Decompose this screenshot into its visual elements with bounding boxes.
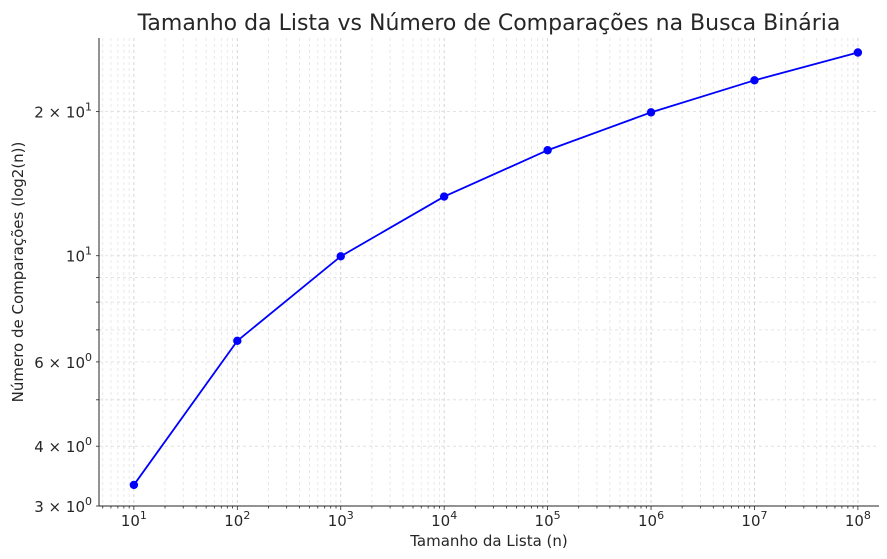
data-point: [543, 146, 552, 155]
x-tick-label: 104: [431, 509, 457, 530]
axes: [98, 38, 879, 507]
chart-title: Tamanho da Lista vs Número de Comparaçõe…: [137, 11, 841, 36]
data-point: [646, 108, 656, 117]
data-point: [129, 480, 139, 490]
y-tick-label: 2 × 101: [34, 101, 92, 122]
data-point: [336, 252, 345, 261]
y-tick-label: 6 × 100: [34, 351, 92, 372]
x-tick-label: 108: [845, 509, 871, 530]
data-point: [439, 192, 449, 201]
series-line: [133, 51, 859, 486]
y-axis-label: Número de Comparações (log2(n)): [9, 142, 27, 403]
ticks: 101 102 103 104 105 106 107 108 3 × 100 4 × 100 6 …: [34, 101, 871, 530]
data-point: [853, 48, 863, 57]
x-tick-label: 102: [224, 509, 250, 530]
x-tick-label: 103: [328, 509, 354, 530]
x-tick-label: 107: [741, 509, 767, 530]
data-point: [750, 76, 759, 85]
x-axis-label: Tamanho da Lista (n): [409, 532, 568, 550]
data-point: [233, 336, 242, 346]
x-tick-label: 105: [535, 509, 561, 530]
series: [129, 48, 863, 490]
grid: [99, 38, 879, 507]
x-tick-label: 101: [121, 509, 147, 530]
y-tick-label: 4 × 100: [34, 435, 92, 456]
x-tick-label: 106: [638, 509, 664, 530]
y-tick-label: 3 × 100: [34, 495, 92, 516]
y-tick-label: 101: [66, 245, 92, 266]
